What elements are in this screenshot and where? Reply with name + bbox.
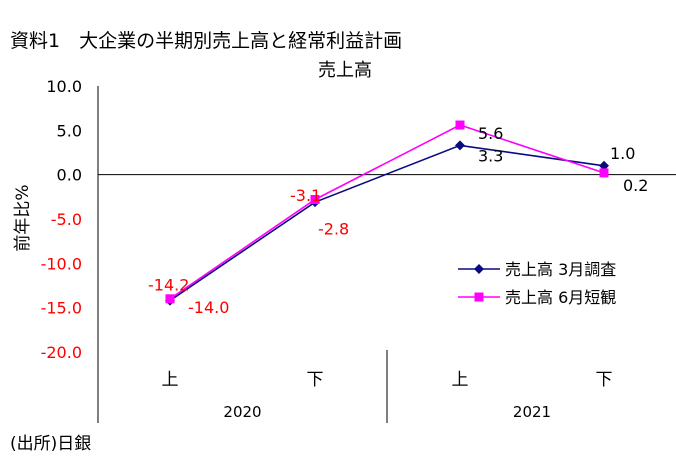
y-tick-label: -20.0 [41,343,82,362]
source-note: (出所)日銀 [10,434,92,454]
data-label: 0.2 [623,176,648,195]
series-2-point [165,294,175,304]
series-lines [165,120,609,306]
x-tick-label: 上 [162,370,179,390]
y-tick-label: -15.0 [41,299,82,318]
series-line-2 [169,124,605,300]
y-tick-label: -5.0 [51,210,82,229]
legend-marker [474,292,484,302]
chart-title: 売上高 [318,60,372,81]
y-tick-label: 10.0 [46,77,82,96]
series-1-point [599,160,609,171]
series-line-1 [169,144,605,302]
y-tick-label: 5.0 [57,121,82,140]
data-label: -2.8 [318,219,349,238]
data-label: 5.6 [478,124,503,143]
data-label: 1.0 [610,144,635,163]
series-2-point [455,120,465,130]
series-1-point [455,140,465,151]
data-labels: -14.2 -3.1 3.3 1.0 -14.0 -2.8 5.6 0.2 [148,124,648,317]
series-2-point [599,168,609,178]
x-tick-label: 上 [452,370,469,390]
axes: 10.0 5.0 0.0 -5.0 -10.0 -15.0 -20.0 上 下 上 下 2020 202… [41,77,676,423]
data-label: -3.1 [290,186,321,205]
y-axis-label: 前年比% [13,184,33,251]
series-2-point [310,194,320,204]
x-group-label: 2020 [223,403,261,421]
data-label: 3.3 [478,146,503,165]
legend-label: 売上高 6月短観 [505,288,616,307]
y-tick-label: 0.0 [57,166,82,185]
x-tick-label: 下 [307,370,324,390]
legend-marker [474,264,484,274]
legend-label: 売上高 3月調査 [505,260,616,279]
data-label: -14.2 [148,276,189,295]
page-title: 資料1 大企業の半期別売上高と経常利益計画 [10,30,403,52]
x-tick-label: 下 [596,370,613,390]
x-group-label: 2021 [513,403,551,421]
y-tick-label: -10.0 [41,254,82,273]
data-label: -14.0 [188,298,229,317]
